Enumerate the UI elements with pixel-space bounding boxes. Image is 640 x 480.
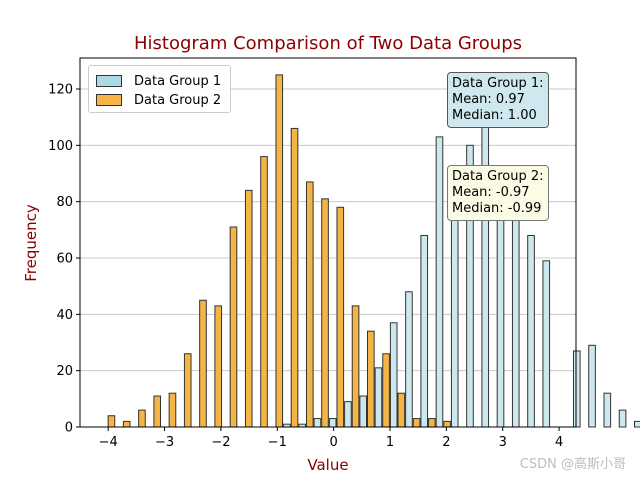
bars	[107, 74, 640, 428]
bar-group-1	[405, 291, 413, 428]
bar-group-2	[260, 156, 268, 428]
bar-group-1	[313, 418, 322, 428]
x-tick-label: −1	[268, 435, 287, 450]
axis-ticks: 0 20 40 60 80 100 120 −4 −3 −2 −1 0 1 2 3 4	[48, 82, 563, 450]
x-tick-label: 0	[329, 435, 337, 450]
legend-label-group-2: Data Group 2	[134, 92, 222, 108]
legend: Data Group 1 Data Group 2	[88, 65, 231, 113]
bar-group-2	[168, 392, 177, 428]
y-tick-label: 20	[56, 364, 73, 379]
bar-group-2	[275, 74, 284, 428]
bar-group-2	[138, 409, 146, 428]
bar-group-2	[321, 198, 329, 428]
bar-group-2	[153, 395, 162, 428]
legend-item-group-1: Data Group 1	[96, 73, 221, 89]
y-tick-label: 120	[48, 82, 73, 97]
plot-frame	[79, 57, 577, 428]
bar-group-1	[511, 184, 520, 428]
bar-group-2	[366, 330, 375, 428]
annotation-line: Data Group 1:	[452, 76, 544, 91]
annotation-line: Median: 1.00	[452, 108, 537, 123]
bar-group-2	[122, 420, 131, 428]
bar-group-2	[412, 418, 421, 428]
bar-group-1	[328, 418, 337, 428]
annotation-line: Median: -0.99	[452, 201, 542, 216]
x-tick-label: 3	[499, 435, 507, 450]
bar-group-1	[527, 234, 535, 428]
bar-group-2	[107, 415, 116, 428]
y-tick-label: 0	[65, 421, 73, 436]
bar-group-2	[382, 353, 390, 428]
y-tick-label: 40	[56, 308, 73, 323]
bar-group-1	[572, 350, 581, 428]
y-tick-label: 100	[48, 139, 73, 154]
bar-group-2	[290, 127, 299, 428]
bar-group-2	[443, 420, 451, 428]
bar-group-1	[359, 395, 367, 428]
bar-group-1	[481, 80, 490, 428]
bar-group-2	[214, 305, 223, 428]
stats-annotation-group-1: Data Group 1: Mean: 0.97 Median: 1.00	[447, 72, 549, 128]
bar-group-2	[397, 392, 406, 428]
bar-group-2	[244, 189, 253, 428]
bar-group-2	[229, 226, 238, 428]
x-axis-label: Value	[307, 456, 348, 474]
x-tick-label: −3	[155, 435, 174, 450]
bar-group-1	[588, 344, 596, 428]
x-tick-label: −4	[99, 435, 118, 450]
bar-group-1	[344, 401, 352, 428]
legend-item-group-2: Data Group 2	[96, 92, 221, 108]
x-tick-label: 4	[555, 435, 563, 450]
bar-group-2	[351, 305, 360, 428]
bar-group-1	[634, 420, 640, 428]
x-tick-label: −2	[211, 435, 230, 450]
bar-group-2	[428, 418, 436, 428]
x-tick-label: 2	[442, 435, 450, 450]
annotation-line: Mean: 0.97	[452, 92, 525, 107]
bar-group-1	[542, 260, 551, 428]
y-axis-label: Frequency	[22, 204, 40, 282]
bar-group-1	[603, 392, 612, 428]
chart-title: Histogram Comparison of Two Data Groups	[134, 33, 522, 54]
bar-group-1	[389, 322, 398, 428]
annotation-line: Mean: -0.97	[452, 185, 530, 200]
bar-group-1	[435, 136, 444, 428]
legend-label-group-1: Data Group 1	[134, 73, 222, 89]
bar-group-1	[374, 367, 383, 428]
y-tick-label: 80	[56, 195, 73, 210]
bar-group-2	[183, 353, 192, 428]
annotation-line: Data Group 2:	[452, 169, 544, 184]
bar-group-1	[420, 234, 429, 428]
stats-annotation-group-2: Data Group 2: Mean: -0.97 Median: -0.99	[447, 165, 549, 221]
watermark: CSDN @高斯小哥	[519, 457, 626, 472]
x-tick-label: 1	[386, 435, 394, 450]
bar-group-1	[618, 409, 627, 428]
bar-group-2	[305, 181, 314, 428]
legend-swatch-group-2	[96, 94, 122, 106]
bar-group-2	[336, 206, 345, 428]
bar-group-2	[199, 299, 207, 428]
y-tick-label: 60	[56, 251, 73, 266]
legend-swatch-group-1	[96, 75, 122, 87]
